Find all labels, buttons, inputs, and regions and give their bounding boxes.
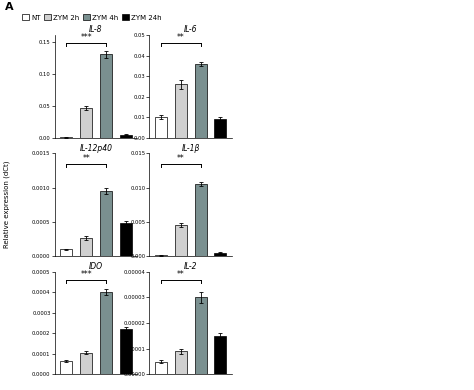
Text: **: ** — [82, 154, 90, 163]
Bar — [80, 353, 92, 374]
Bar — [100, 191, 112, 256]
Text: Relative expression (dCt): Relative expression (dCt) — [4, 161, 10, 248]
Title: IL-8: IL-8 — [89, 25, 103, 34]
Bar — [100, 292, 112, 374]
Text: **: ** — [177, 33, 185, 42]
Text: ***: *** — [80, 33, 92, 42]
Text: A: A — [5, 2, 13, 12]
Title: IL-2: IL-2 — [184, 262, 198, 271]
Bar — [61, 361, 72, 374]
Bar — [61, 249, 72, 256]
Bar — [195, 64, 207, 138]
Bar — [100, 54, 112, 138]
Bar — [214, 253, 226, 256]
Title: IL-1β: IL-1β — [182, 144, 200, 152]
Title: IDO: IDO — [89, 262, 103, 271]
Bar — [155, 117, 167, 138]
Title: IL-6: IL-6 — [184, 25, 198, 34]
Bar — [80, 108, 92, 138]
Bar — [155, 362, 167, 374]
Text: ***: *** — [80, 270, 92, 279]
Bar — [61, 137, 72, 138]
Bar — [175, 84, 187, 138]
Bar — [80, 238, 92, 256]
Bar — [119, 329, 131, 374]
Text: **: ** — [177, 270, 185, 279]
Bar — [214, 119, 226, 138]
Title: IL-12p40: IL-12p40 — [80, 144, 112, 152]
Bar — [214, 336, 226, 374]
Bar — [119, 223, 131, 256]
Bar — [195, 298, 207, 374]
Bar — [155, 255, 167, 256]
Legend: NT, ZYM 2h, ZYM 4h, ZYM 24h: NT, ZYM 2h, ZYM 4h, ZYM 24h — [22, 14, 162, 21]
Text: **: ** — [177, 154, 185, 163]
Bar — [175, 351, 187, 374]
Bar — [119, 135, 131, 138]
Bar — [175, 225, 187, 256]
Bar — [195, 184, 207, 256]
